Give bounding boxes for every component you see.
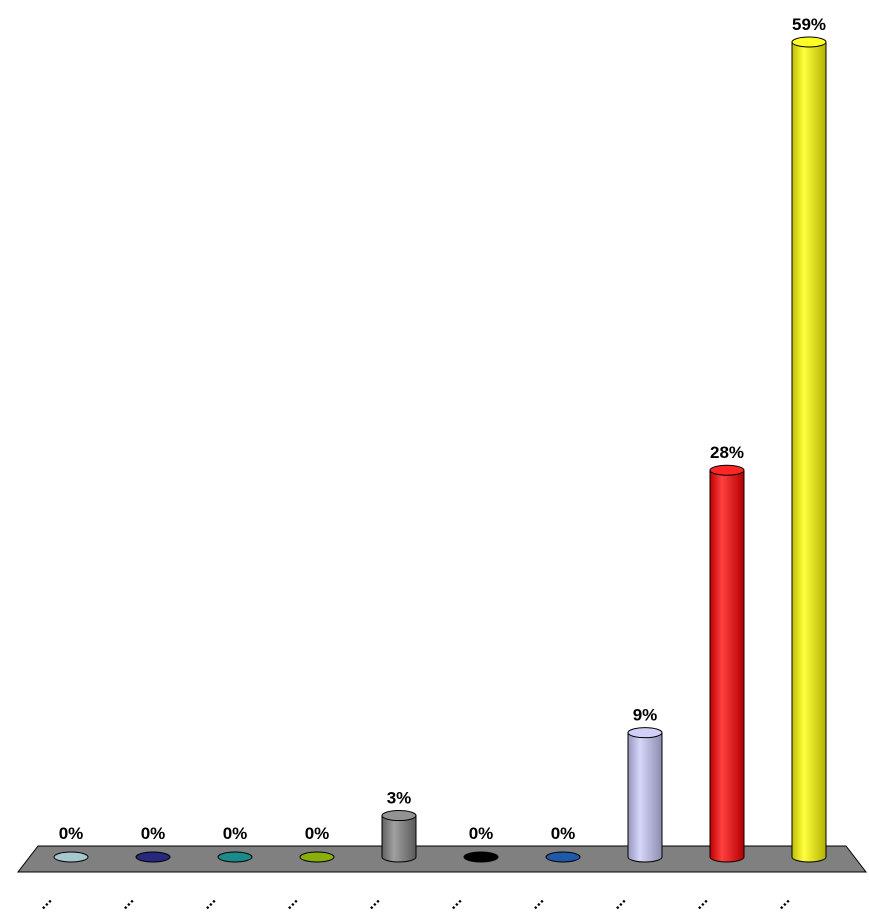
data-label-9: 28%: [710, 443, 744, 462]
data-labels-layer: 0% 0% 0% 0% 3% 0% 0% 9% 28% 59%: [59, 15, 826, 843]
bar-3: [217, 851, 253, 863]
data-label-1: 0%: [59, 824, 84, 843]
data-label-4: 0%: [305, 824, 330, 843]
bar-5: [381, 815, 417, 863]
tick-label-9: ...: [690, 891, 711, 912]
data-label-3: 0%: [223, 824, 248, 843]
data-label-6: 0%: [469, 824, 494, 843]
tick-label-2: ...: [116, 891, 137, 912]
bar-9-top: [709, 464, 745, 476]
bar-5-top: [381, 810, 417, 822]
tick-label-10: ...: [772, 891, 793, 912]
bar-8: [627, 732, 663, 863]
tick-label-3: ...: [198, 891, 219, 912]
tick-label-8: ...: [608, 891, 629, 912]
data-label-7: 0%: [551, 824, 576, 843]
data-label-10: 59%: [792, 15, 826, 34]
data-label-2: 0%: [141, 824, 166, 843]
bar-9: [709, 469, 745, 863]
bar-10-top: [791, 36, 827, 48]
data-label-5: 3%: [387, 789, 412, 808]
data-label-8: 9%: [633, 706, 658, 725]
bar-1: [53, 851, 89, 863]
tick-label-5: ...: [362, 891, 383, 912]
tick-label-7: ...: [526, 891, 547, 912]
bar-8-top: [627, 727, 663, 739]
bar-4: [299, 851, 335, 863]
bars-layer: [53, 36, 827, 863]
tick-label-4: ...: [280, 891, 301, 912]
tick-label-1: ...: [34, 891, 55, 912]
tick-label-6: ...: [444, 891, 465, 912]
bar-7: [545, 851, 581, 863]
bar-10: [791, 41, 827, 863]
bar-2: [135, 851, 171, 863]
tick-labels-layer: ..............................: [34, 891, 793, 912]
bar-6: [463, 851, 499, 863]
